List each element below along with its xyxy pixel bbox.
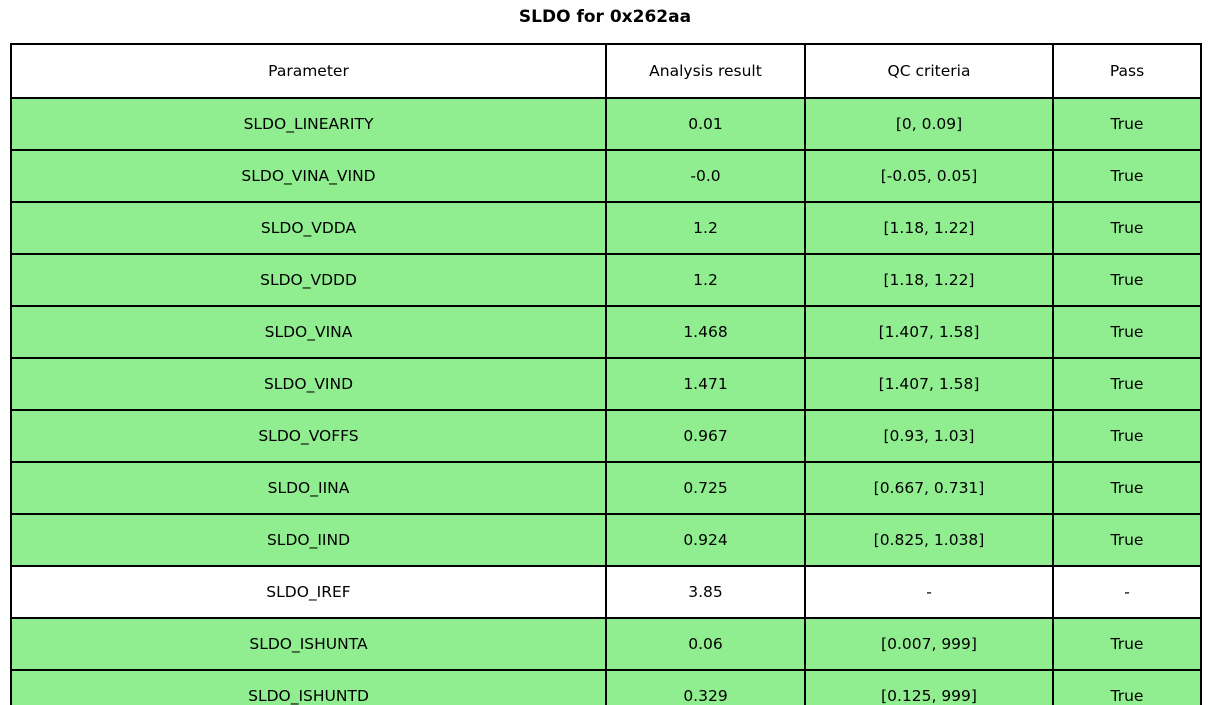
qc-results-table: Parameter Analysis result QC criteria Pa… [10, 43, 1202, 705]
table-row: SLDO_ISHUNTD 0.329 [0.125, 999] True [10, 669, 1202, 705]
header-qc-criteria: QC criteria [804, 43, 1054, 99]
cell-parameter: SLDO_VDDD [10, 253, 607, 307]
cell-qc-criteria: [1.407, 1.58] [804, 305, 1054, 359]
cell-pass: True [1052, 669, 1202, 705]
cell-pass: True [1052, 461, 1202, 515]
cell-parameter: SLDO_VINA_VIND [10, 149, 607, 203]
cell-pass: - [1052, 565, 1202, 619]
cell-pass: True [1052, 253, 1202, 307]
cell-parameter: SLDO_IIND [10, 513, 607, 567]
cell-analysis-result: 0.725 [605, 461, 806, 515]
table-row: SLDO_VOFFS 0.967 [0.93, 1.03] True [10, 409, 1202, 463]
cell-qc-criteria: [-0.05, 0.05] [804, 149, 1054, 203]
table-row: SLDO_IREF 3.85 - - [10, 565, 1202, 619]
cell-analysis-result: 1.471 [605, 357, 806, 411]
cell-pass: True [1052, 97, 1202, 151]
cell-pass: True [1052, 617, 1202, 671]
cell-analysis-result: 0.01 [605, 97, 806, 151]
cell-qc-criteria: [0, 0.09] [804, 97, 1054, 151]
table-row: SLDO_IINA 0.725 [0.667, 0.731] True [10, 461, 1202, 515]
cell-qc-criteria: [1.18, 1.22] [804, 253, 1054, 307]
cell-parameter: SLDO_VINA [10, 305, 607, 359]
table-row: SLDO_IIND 0.924 [0.825, 1.038] True [10, 513, 1202, 567]
table-row: SLDO_LINEARITY 0.01 [0, 0.09] True [10, 97, 1202, 151]
table-row: SLDO_VINA_VIND -0.0 [-0.05, 0.05] True [10, 149, 1202, 203]
cell-qc-criteria: [0.93, 1.03] [804, 409, 1054, 463]
cell-parameter: SLDO_VDDA [10, 201, 607, 255]
cell-parameter: SLDO_ISHUNTA [10, 617, 607, 671]
cell-pass: True [1052, 409, 1202, 463]
table-row: SLDO_VINA 1.468 [1.407, 1.58] True [10, 305, 1202, 359]
cell-parameter: SLDO_IINA [10, 461, 607, 515]
cell-analysis-result: 3.85 [605, 565, 806, 619]
cell-pass: True [1052, 201, 1202, 255]
cell-parameter: SLDO_IREF [10, 565, 607, 619]
cell-parameter: SLDO_VIND [10, 357, 607, 411]
cell-parameter: SLDO_ISHUNTD [10, 669, 607, 705]
cell-analysis-result: 0.924 [605, 513, 806, 567]
cell-analysis-result: 0.06 [605, 617, 806, 671]
cell-qc-criteria: [0.825, 1.038] [804, 513, 1054, 567]
header-analysis-result: Analysis result [605, 43, 806, 99]
cell-qc-criteria: [0.007, 999] [804, 617, 1054, 671]
cell-parameter: SLDO_VOFFS [10, 409, 607, 463]
cell-analysis-result: 0.967 [605, 409, 806, 463]
header-pass: Pass [1052, 43, 1202, 99]
cell-qc-criteria: [0.667, 0.731] [804, 461, 1054, 515]
cell-pass: True [1052, 513, 1202, 567]
cell-pass: True [1052, 357, 1202, 411]
cell-analysis-result: 1.2 [605, 253, 806, 307]
cell-pass: True [1052, 305, 1202, 359]
cell-parameter: SLDO_LINEARITY [10, 97, 607, 151]
header-parameter: Parameter [10, 43, 607, 99]
cell-analysis-result: 0.329 [605, 669, 806, 705]
table-row: SLDO_VDDA 1.2 [1.18, 1.22] True [10, 201, 1202, 255]
table-row: SLDO_ISHUNTA 0.06 [0.007, 999] True [10, 617, 1202, 671]
table-row: SLDO_VIND 1.471 [1.407, 1.58] True [10, 357, 1202, 411]
cell-qc-criteria: - [804, 565, 1054, 619]
cell-qc-criteria: [1.18, 1.22] [804, 201, 1054, 255]
cell-pass: True [1052, 149, 1202, 203]
cell-qc-criteria: [1.407, 1.58] [804, 357, 1054, 411]
cell-analysis-result: 1.468 [605, 305, 806, 359]
figure-title: SLDO for 0x262aa [518, 7, 692, 27]
cell-qc-criteria: [0.125, 999] [804, 669, 1054, 705]
cell-analysis-result: 1.2 [605, 201, 806, 255]
table-row: SLDO_VDDD 1.2 [1.18, 1.22] True [10, 253, 1202, 307]
table-header-row: Parameter Analysis result QC criteria Pa… [10, 43, 1202, 99]
cell-analysis-result: -0.0 [605, 149, 806, 203]
